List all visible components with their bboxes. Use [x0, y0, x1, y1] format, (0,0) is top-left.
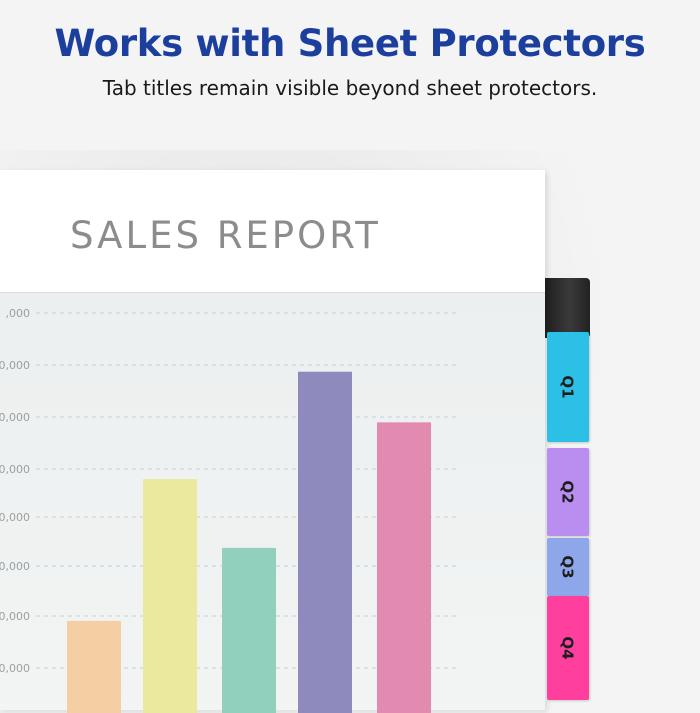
y-tick-label: 0,000	[0, 463, 30, 476]
chart-bar	[377, 422, 431, 713]
y-tick-label: 0,000	[0, 511, 30, 524]
chart-bar	[143, 479, 197, 713]
y-tick-label: 0,000	[0, 560, 30, 573]
y-tick-label: 0,000	[0, 610, 30, 623]
y-tick-label: 0,000	[0, 662, 30, 675]
y-tick-label: ,000	[6, 307, 31, 320]
sales-bar-chart: ,000 0,000 0,000 0,000 0,000 0,000 0,000 0,000	[0, 307, 460, 713]
tab-q3[interactable]: Q3	[547, 538, 589, 596]
chart-bar	[222, 547, 276, 713]
tab-q4[interactable]: Q4	[547, 596, 589, 700]
tab-label: Q2	[558, 480, 577, 504]
tab-q2[interactable]: Q2	[547, 448, 589, 536]
sheet-protector: ,000 0,000 0,000 0,000 0,000 0,000 0,000 0,000	[0, 292, 545, 713]
y-tick-label: 0,000	[0, 411, 30, 424]
tab-q1[interactable]: Q1	[547, 332, 589, 442]
report-sheet: SALES REPORT ,000 0,000 0,000 0,000 0,000 0,0…	[0, 170, 545, 713]
sheet-title: SALES REPORT	[70, 214, 381, 257]
tab-label: Q4	[558, 636, 577, 660]
tab-label: Q1	[558, 375, 577, 399]
chart-bar	[298, 371, 352, 713]
subheadline: Tab titles remain visible beyond sheet p…	[102, 76, 598, 100]
y-tick-label: 0,000	[0, 359, 30, 372]
tab-label: Q3	[558, 555, 577, 579]
chart-bar	[67, 620, 121, 713]
headline: Works with Sheet Protectors	[54, 22, 646, 65]
binder-edge	[540, 278, 590, 338]
